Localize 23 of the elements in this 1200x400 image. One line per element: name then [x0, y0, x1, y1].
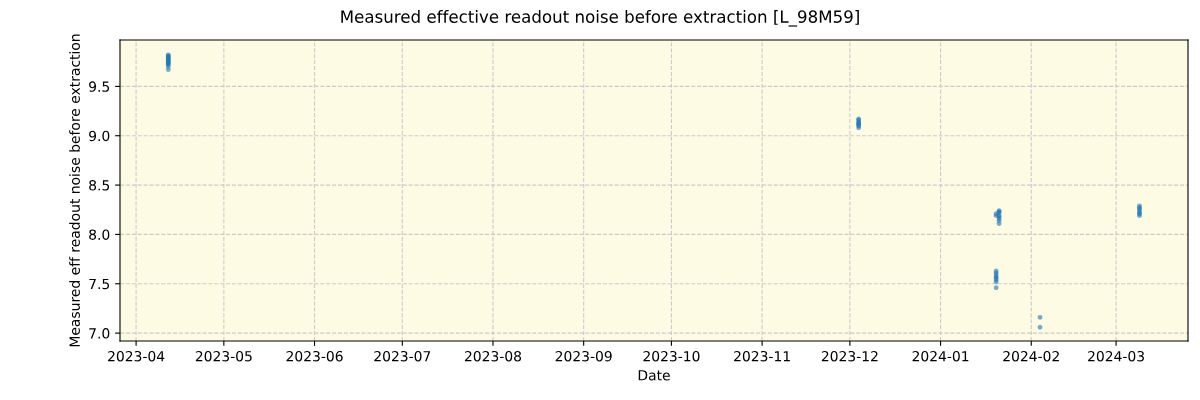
x-tick-label: 2023-04 — [108, 350, 165, 362]
x-tick-label: 2023-12 — [821, 350, 878, 362]
x-tick-label: 2023-11 — [734, 350, 790, 362]
y-tick-label: 7.0 — [89, 328, 110, 339]
chart-title: Measured effective readout noise before extraction [L_98M59] — [341, 10, 859, 27]
x-tick-label: 2024-02 — [1003, 350, 1059, 362]
x-tick-label: 2023-10 — [643, 350, 700, 362]
x-tick-label: 2023-06 — [286, 350, 343, 362]
y-tick-label: 9.0 — [89, 130, 110, 142]
x-tick-label: 2024-03 — [1088, 350, 1144, 362]
x-tick-label: 2024-01 — [912, 350, 969, 362]
y-tick-label: 7.5 — [89, 278, 110, 290]
x-tick-label: 2023-05 — [195, 350, 252, 362]
y-tick-label: 9.5 — [89, 81, 110, 92]
x-tick-label: 2023-08 — [464, 350, 522, 362]
y-axis-title: Measured eff readout noise before extraction — [69, 34, 80, 347]
x-tick-label: 2023-07 — [374, 350, 431, 362]
x-tick-label: 2023-09 — [555, 350, 612, 362]
point — [1037, 314, 1043, 320]
y-tick-label: 8.5 — [89, 180, 110, 191]
point — [993, 285, 999, 291]
y-tick-label: 8.0 — [89, 229, 110, 240]
x-axis-title: Date — [638, 370, 670, 381]
